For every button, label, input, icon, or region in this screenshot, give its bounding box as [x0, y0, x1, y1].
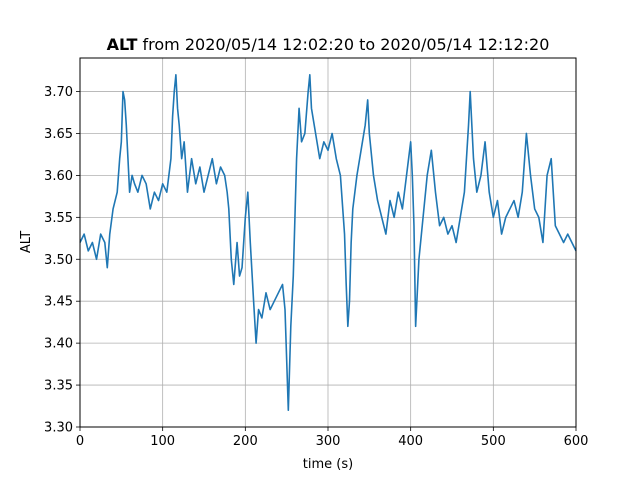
x-tick-label: 300	[316, 434, 341, 449]
y-axis-ticks: 3.30 3.35 3.40 3.45 3.50 3.55 3.60 3.65 3.70	[44, 85, 80, 436]
y-tick-label: 3.65	[44, 127, 73, 142]
chart-title-rest: from 2020/05/14 12:02:20 to 2020/05/14 1…	[137, 35, 549, 54]
y-tick-label: 3.55	[44, 211, 73, 226]
chart-title-bold: ALT	[107, 35, 138, 54]
y-tick-label: 3.40	[44, 337, 73, 352]
y-tick-label: 3.50	[44, 253, 73, 268]
series-line	[79, 73, 577, 412]
x-axis-label: time (s)	[303, 457, 353, 472]
y-tick-label: 3.60	[44, 169, 73, 184]
y-tick-label: 3.35	[44, 379, 73, 394]
data-series	[79, 73, 577, 412]
x-tick-label: 600	[564, 434, 589, 449]
y-tick-label: 3.70	[44, 85, 73, 100]
y-axis-label: ALT	[19, 231, 34, 253]
y-tick-label: 3.45	[44, 295, 73, 310]
x-tick-label: 0	[76, 434, 84, 449]
x-tick-label: 100	[150, 434, 175, 449]
x-tick-label: 200	[233, 434, 258, 449]
chart-title: ALT from 2020/05/14 12:02:20 to 2020/05/…	[107, 35, 550, 54]
x-axis-ticks: 0 100 200 300 400 500 600	[76, 427, 589, 449]
x-tick-label: 400	[398, 434, 423, 449]
x-tick-label: 500	[481, 434, 506, 449]
y-tick-label: 3.30	[44, 421, 73, 436]
